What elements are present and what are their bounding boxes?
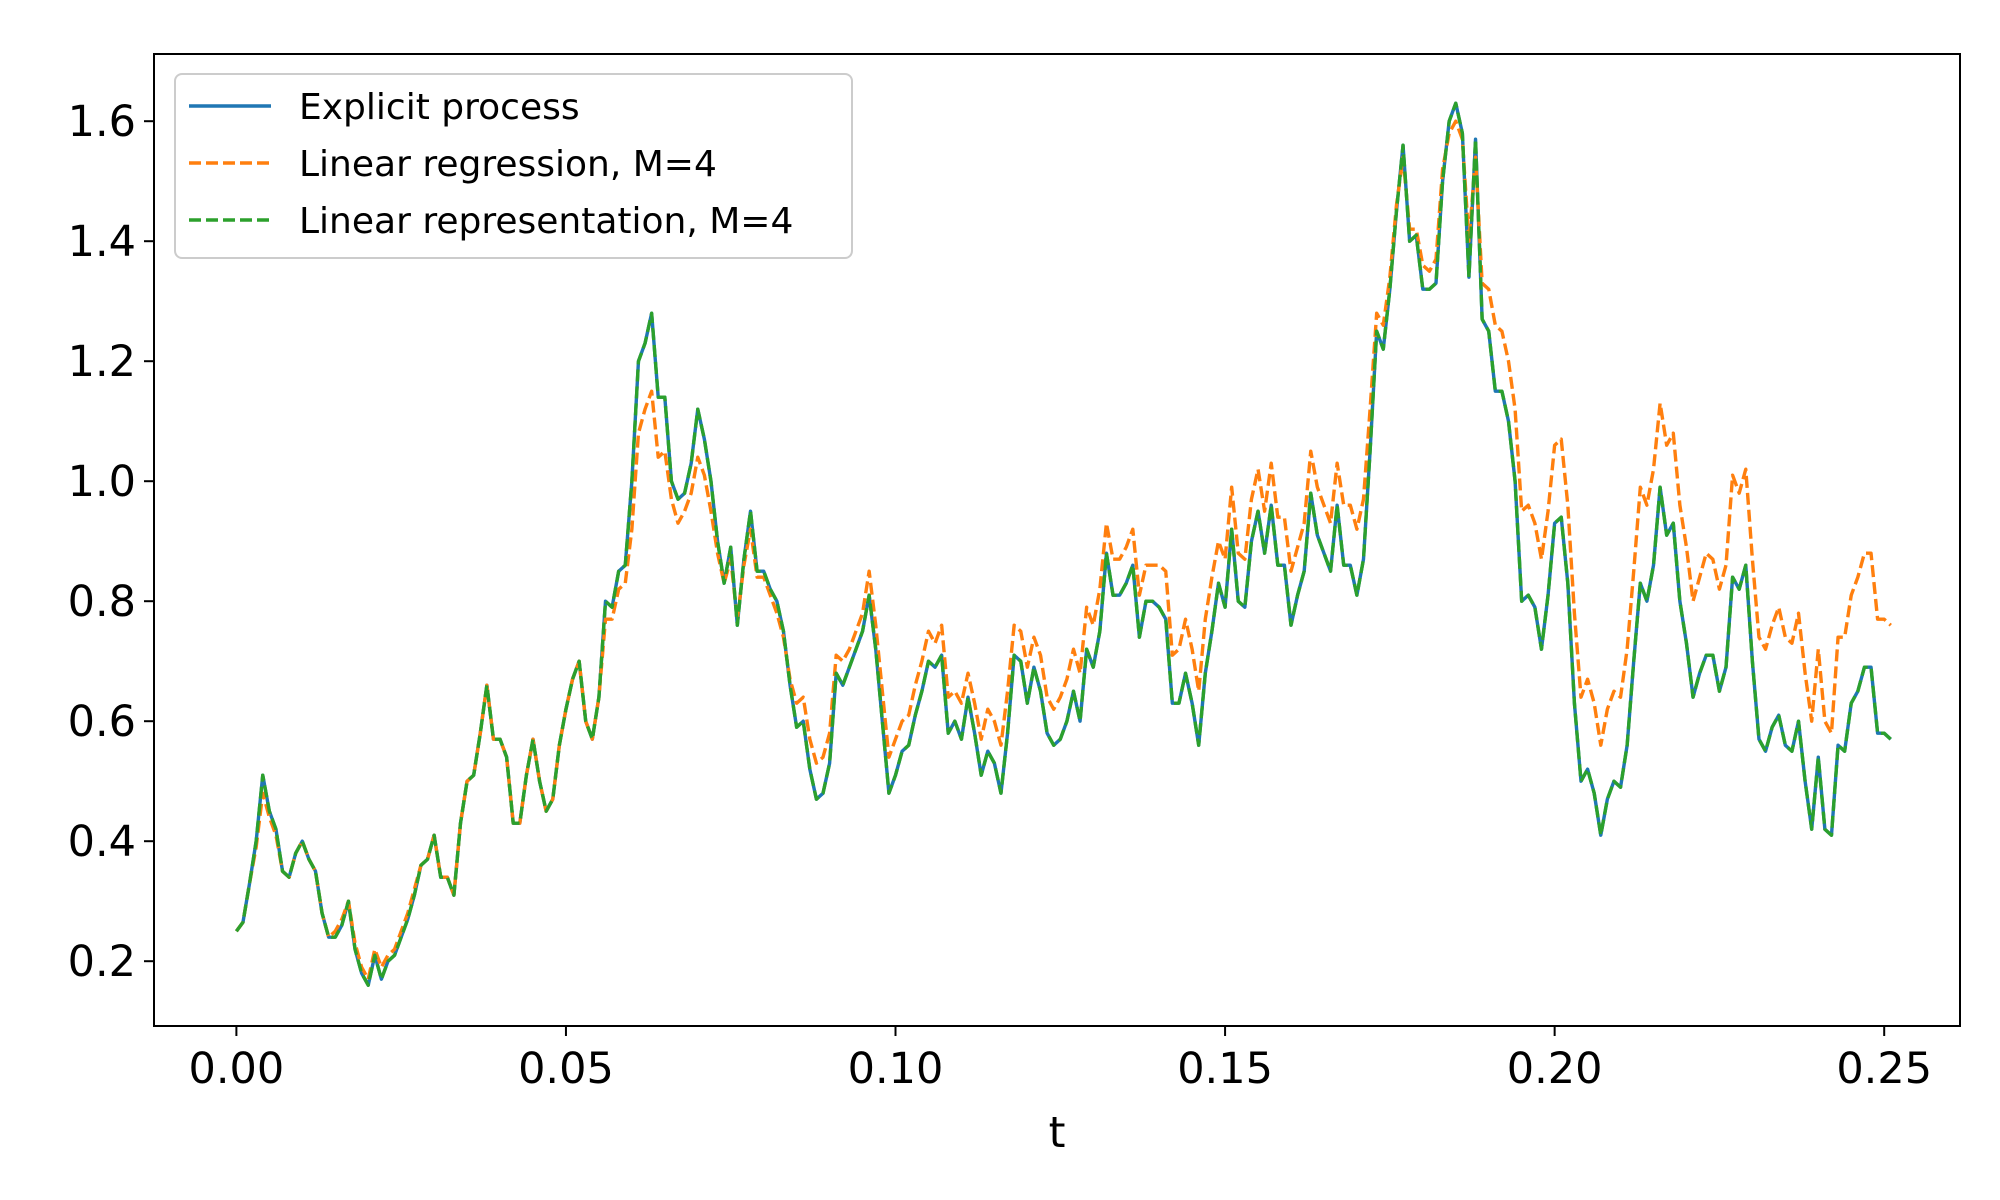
- legend-box: [174, 73, 853, 259]
- y-tick-label: 1.4: [68, 217, 136, 267]
- y-tick-label: 1.0: [68, 457, 136, 507]
- x-tick-label: 0.00: [189, 1044, 285, 1094]
- x-tick-label: 0.10: [848, 1044, 944, 1094]
- plot-layer: [235, 101, 1892, 987]
- y-tick-label: 0.4: [68, 817, 136, 867]
- series-line-2: [235, 101, 1892, 987]
- x-axis-label: t: [1049, 1108, 1066, 1158]
- x-axis-ticks: 0.00 0.05 0.10 0.15 0.20 0.25: [189, 1026, 1932, 1094]
- y-tick-label: 0.2: [68, 937, 136, 987]
- y-tick-label: 1.2: [68, 337, 136, 387]
- x-tick-label: 0.20: [1507, 1044, 1603, 1094]
- legend-label: Linear representation, M=4: [299, 201, 793, 242]
- x-tick-label: 0.25: [1836, 1044, 1932, 1094]
- y-tick-label: 0.8: [68, 577, 136, 627]
- plot-frame: [153, 53, 1961, 1027]
- y-tick-label: 0.6: [68, 697, 136, 747]
- y-axis-ticks: 0.2 0.4 0.6 0.8 1.0 1.2 1.4 1.6: [68, 97, 154, 987]
- y-tick-label: 1.6: [68, 97, 136, 147]
- x-tick-label: 0.15: [1177, 1044, 1273, 1094]
- x-tick-label: 0.05: [518, 1044, 614, 1094]
- legend-label: Linear regression, M=4: [299, 144, 717, 185]
- legend-label: Explicit process: [299, 87, 580, 128]
- legend: Explicit process Linear regression, M=4 Li…: [174, 73, 853, 259]
